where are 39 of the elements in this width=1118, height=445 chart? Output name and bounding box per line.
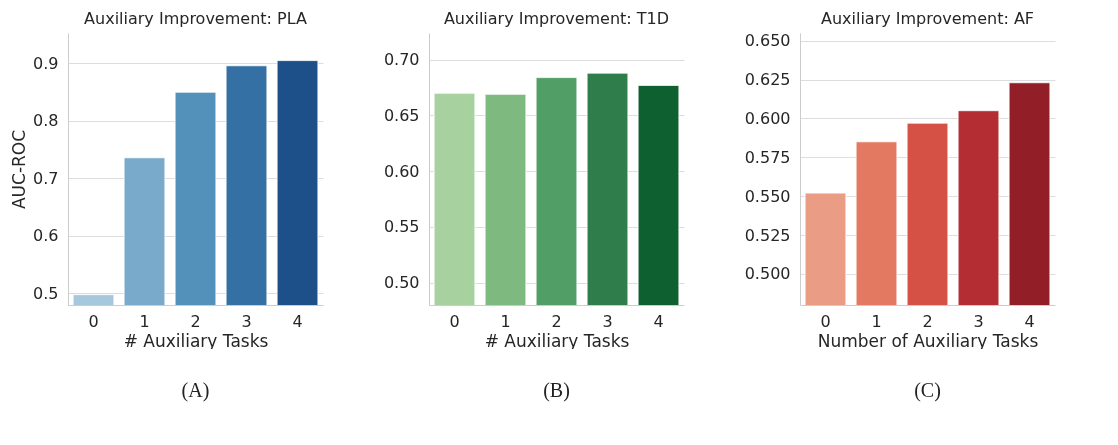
x-tick-label: 2: [551, 311, 562, 331]
x-tick-label: 3: [973, 311, 984, 331]
y-tick-label: 0.8: [33, 111, 59, 131]
x-tick-label: 1: [500, 311, 511, 331]
y-tick-label: 0.6: [33, 226, 59, 246]
x-tick-label: 0: [88, 311, 99, 331]
x-tick-label: 0: [820, 311, 831, 331]
y-tick-label: 0.70: [383, 50, 420, 70]
x-tick-label: 1: [139, 311, 150, 331]
y-tick-label: 0.7: [33, 168, 59, 188]
y-tick-label: 0.575: [744, 147, 791, 167]
y-tick-label: 0.625: [744, 70, 791, 90]
y-tick-label: 0.60: [383, 161, 420, 181]
x-tick-label: 3: [602, 311, 613, 331]
chart-title: Auxiliary Improvement: AF: [820, 8, 1035, 28]
y-tick-label: 0.65: [383, 105, 420, 125]
y-tick-label: 0.9: [33, 53, 59, 73]
x-tick-label: 1: [871, 311, 882, 331]
x-tick-label: 2: [922, 311, 933, 331]
x-tick-label: 3: [241, 311, 252, 331]
x-tick-label: 4: [653, 311, 664, 331]
y-tick-label: 0.550: [744, 186, 791, 206]
x-tick-label: 4: [292, 311, 303, 331]
x-tick-label: 2: [190, 311, 201, 331]
y-tick-label: 0.600: [744, 108, 791, 128]
text: (C): [914, 379, 941, 402]
x-tick-label: 4: [1024, 311, 1035, 331]
chart-title: Auxiliary Improvement: PLA: [84, 9, 307, 28]
y-tick-label: 0.650: [744, 31, 791, 51]
y-tick-label: 0.55: [383, 217, 420, 237]
x-tick-label: 0: [449, 311, 460, 331]
text: (B): [543, 379, 570, 402]
y-tick-label: 0.5: [33, 284, 59, 303]
y-tick-label: 0.500: [744, 264, 791, 284]
chart-title: Auxiliary Improvement: T1D: [443, 9, 670, 28]
text: (A): [181, 379, 210, 402]
y-tick-label: 0.50: [383, 273, 420, 293]
y-axis-title: AUC-ROC: [9, 129, 30, 210]
y-tick-label: 0.525: [744, 225, 791, 245]
